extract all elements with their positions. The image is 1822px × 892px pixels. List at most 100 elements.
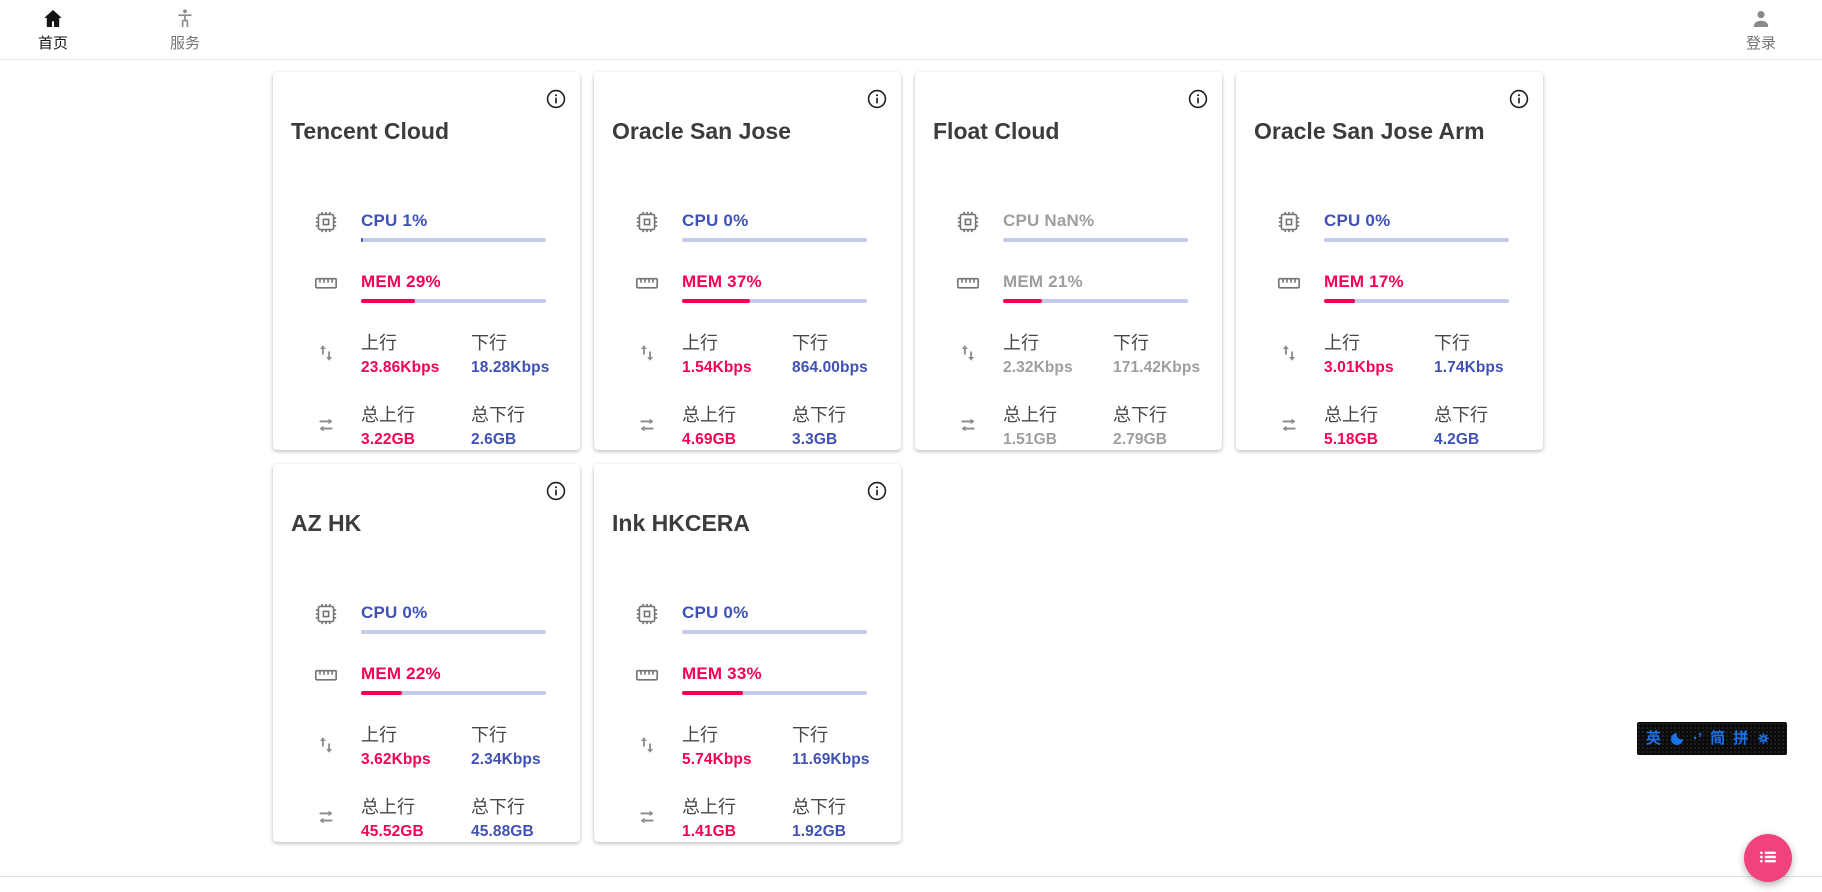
ime-punctuation-toggle[interactable]: ·’ xyxy=(1693,730,1703,747)
nav-item-services[interactable]: 服务 xyxy=(160,5,210,54)
server-card: Float Cloud xyxy=(915,72,1222,450)
up-down-arrows-icon xyxy=(315,734,337,761)
nav-home-label: 首页 xyxy=(38,35,69,52)
upload-value: 2.32Kbps xyxy=(1003,359,1073,377)
upload-label: 上行 xyxy=(1003,333,1039,354)
nav-item-login[interactable]: 登录 xyxy=(1736,5,1786,54)
up-down-arrows-icon xyxy=(315,342,337,369)
rate-row: 上行 23.86Kbps 下行 18.28Kbps xyxy=(291,333,562,377)
download-value: 18.28Kbps xyxy=(471,359,550,377)
info-icon xyxy=(866,481,888,505)
info-icon xyxy=(1187,89,1209,113)
cpu-progress-bar xyxy=(361,238,546,243)
cpu-progress-bar xyxy=(1003,238,1188,243)
up-down-arrows-icon xyxy=(957,342,979,369)
total-row: 总上行 5.18GB 总下行 4.2GB xyxy=(1254,405,1525,449)
mem-bar-fill xyxy=(1324,299,1356,304)
info-button[interactable] xyxy=(545,480,567,502)
cpu-progress-bar xyxy=(361,630,546,635)
cpu-chip-icon xyxy=(1276,209,1302,241)
list-icon xyxy=(1756,845,1780,872)
server-stats: CPU 0% MEM 22% xyxy=(291,603,562,841)
server-list-fab[interactable] xyxy=(1744,834,1792,882)
server-stats: CPU NaN% MEM 21% xyxy=(933,211,1204,449)
gear-icon[interactable] xyxy=(1756,731,1771,746)
total-download-cell: 总下行 2.6GB xyxy=(471,405,525,449)
download-label: 下行 xyxy=(1434,333,1470,354)
mem-progress-bar xyxy=(1324,299,1509,304)
info-button[interactable] xyxy=(866,480,888,502)
download-label: 下行 xyxy=(471,333,507,354)
server-stats: CPU 1% MEM 29% xyxy=(291,211,562,449)
total-download-cell: 总下行 3.3GB xyxy=(792,405,846,449)
cpu-bar-fill xyxy=(361,238,363,243)
info-icon xyxy=(866,89,888,113)
total-upload-label: 总上行 xyxy=(1003,405,1057,426)
server-name: Tencent Cloud xyxy=(291,118,450,145)
cpu-chip-icon xyxy=(313,601,339,633)
person-icon xyxy=(1749,7,1773,34)
upload-cell: 上行 3.01Kbps xyxy=(1324,333,1434,377)
ime-toolbar: 英 ·’ 简 拼 xyxy=(1637,722,1787,755)
moon-icon[interactable] xyxy=(1669,731,1685,747)
cpu-usage-label: CPU 0% xyxy=(1324,211,1391,231)
memory-ruler-icon xyxy=(634,662,660,694)
rate-row: 上行 3.62Kbps 下行 2.34Kbps xyxy=(291,725,562,769)
mem-row: MEM 21% xyxy=(933,270,1204,304)
mem-row: MEM 37% xyxy=(612,272,883,304)
total-upload-label: 总上行 xyxy=(361,405,415,426)
server-card: Oracle San Jose Arm xyxy=(1236,72,1543,450)
upload-cell: 上行 3.62Kbps xyxy=(361,725,471,769)
total-download-label: 总下行 xyxy=(1113,405,1167,426)
nav-login-label: 登录 xyxy=(1745,35,1776,52)
mem-row: MEM 17% xyxy=(1254,272,1525,304)
download-value: 2.34Kbps xyxy=(471,751,541,769)
mem-row: MEM 29% xyxy=(291,272,562,304)
download-label: 下行 xyxy=(471,725,507,746)
download-label: 下行 xyxy=(1113,333,1149,354)
upload-value: 1.54Kbps xyxy=(682,359,752,377)
total-download-label: 总下行 xyxy=(792,797,846,818)
total-download-cell: 总下行 4.2GB xyxy=(1434,405,1488,449)
download-cell: 下行 11.69Kbps xyxy=(792,725,870,769)
download-cell: 下行 1.74Kbps xyxy=(1434,333,1504,377)
total-download-label: 总下行 xyxy=(471,405,525,426)
ime-language-toggle[interactable]: 英 xyxy=(1646,730,1662,747)
total-download-label: 总下行 xyxy=(471,797,525,818)
server-stats: CPU 0% MEM 33% xyxy=(612,603,883,841)
info-button[interactable] xyxy=(545,88,567,110)
upload-value: 5.74Kbps xyxy=(682,751,752,769)
info-button[interactable] xyxy=(866,88,888,110)
mem-row: MEM 33% xyxy=(612,662,883,696)
server-stats: CPU 0% MEM 37% xyxy=(612,211,883,449)
total-row: 总上行 1.41GB 总下行 1.92GB xyxy=(612,797,883,841)
ime-simplified-toggle[interactable]: 简 xyxy=(1710,730,1726,747)
accessibility-person-icon xyxy=(173,7,197,34)
cards-grid: Tencent Cloud xyxy=(273,72,1557,842)
cpu-usage-label: CPU 0% xyxy=(682,603,749,623)
total-download-value: 2.79GB xyxy=(1113,431,1168,449)
rate-row: 上行 3.01Kbps 下行 1.74Kbps xyxy=(1254,333,1525,377)
total-download-value: 1.92GB xyxy=(792,823,847,841)
info-icon xyxy=(545,481,567,505)
total-download-value: 2.6GB xyxy=(471,431,517,449)
mem-progress-bar xyxy=(361,691,546,696)
upload-label: 上行 xyxy=(682,725,718,746)
upload-value: 23.86Kbps xyxy=(361,359,440,377)
total-download-value: 3.3GB xyxy=(792,431,838,449)
info-button[interactable] xyxy=(1508,88,1530,110)
download-label: 下行 xyxy=(792,333,828,354)
mem-bar-fill xyxy=(361,299,415,304)
download-cell: 下行 171.42Kbps xyxy=(1113,333,1200,377)
info-button[interactable] xyxy=(1187,88,1209,110)
total-upload-cell: 总上行 1.41GB xyxy=(682,797,792,841)
memory-ruler-icon xyxy=(955,270,981,302)
mem-row: MEM 22% xyxy=(291,664,562,696)
cpu-row: CPU 0% xyxy=(612,603,883,635)
ime-pinyin-toggle[interactable]: 拼 xyxy=(1733,730,1749,747)
cpu-row: CPU 0% xyxy=(1254,209,1525,243)
mem-progress-bar xyxy=(1003,299,1188,304)
mem-progress-bar xyxy=(682,691,867,696)
total-download-cell: 总下行 2.79GB xyxy=(1113,405,1167,449)
nav-item-home[interactable]: 首页 xyxy=(28,5,78,54)
